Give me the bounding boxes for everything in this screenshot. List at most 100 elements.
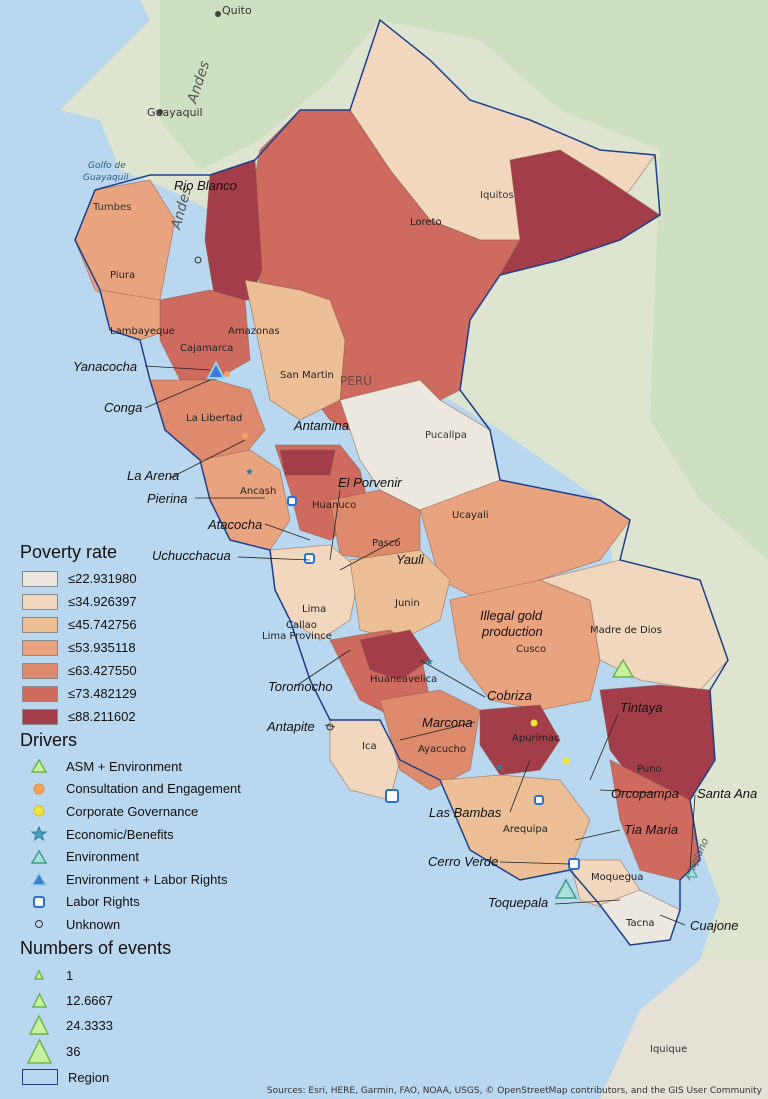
event-legend-row: 24.3333: [14, 1013, 274, 1038]
governance-circle-icon: [530, 719, 538, 727]
poverty-legend-row: ≤45.742756: [14, 613, 274, 636]
poverty-legend-label: ≤53.935118: [68, 640, 136, 655]
dept-label: Puno: [637, 764, 662, 775]
gulf-label-1: Golfo de: [88, 161, 126, 171]
region-junin: [349, 549, 451, 641]
driver-legend-row: Environment: [14, 845, 274, 868]
peru-label: PERÚ: [340, 373, 372, 388]
city-label: Iquitos: [480, 190, 514, 201]
mine-label: Tintaya: [620, 700, 663, 715]
dept-label: Piura: [110, 270, 135, 281]
region-swatch: [22, 1069, 58, 1086]
city-marker: [157, 109, 163, 115]
triangle-blue-icon: [24, 870, 54, 888]
mine-label: Antamina: [293, 418, 349, 433]
driver-legend-label: ASM + Environment: [66, 758, 182, 774]
star-teal-icon: [24, 825, 54, 843]
economic-star-icon: ★: [495, 762, 504, 773]
driver-legend-row: Consultation and Engagement: [14, 778, 274, 801]
dept-label: Lima: [302, 604, 326, 615]
poverty-legend-label: ≤22.931980: [68, 571, 137, 586]
regions-layer: [74, 19, 729, 946]
consultation-circle-icon: [242, 433, 248, 439]
mine-label: Toromocho: [268, 679, 333, 694]
dept-label: Cajamarca: [180, 343, 233, 354]
gulf-label-2: Guayaquil: [83, 173, 129, 183]
poverty-legend-row: ≤22.931980: [14, 567, 274, 590]
event-legend-row: 1: [14, 963, 274, 988]
event-markers: ★ ★ ★: [194, 256, 698, 899]
driver-legend-row: Economic/Benefits: [14, 823, 274, 846]
mine-label: Toquepala: [488, 895, 548, 910]
event-legend-row: 36: [14, 1038, 274, 1066]
department-labels: Loreto Piura Lambayeque Amazonas Cajamar…: [110, 217, 662, 929]
mine-label: Tia Maria: [624, 822, 678, 837]
circle-hollow-icon: [24, 915, 54, 933]
mine-label: Las Bambas: [429, 805, 502, 820]
dept-label: Pasco: [372, 538, 401, 549]
dept-label: Ayacucho: [418, 744, 466, 755]
poverty-legend-row: ≤53.935118: [14, 636, 274, 659]
mine-label: Uchucchacua: [152, 548, 231, 563]
driver-legend-label: Environment + Labor Rights: [66, 871, 228, 887]
dept-label: Madre de Dios: [590, 625, 662, 636]
dept-label: Moquegua: [591, 872, 643, 883]
event-legend-label: 24.3333: [66, 1017, 113, 1033]
poverty-legend-label: ≤73.482129: [68, 686, 137, 701]
circle-orange-icon: [24, 780, 54, 798]
environment-triangle-icon: [686, 866, 698, 878]
triangle-teal-icon: [24, 848, 54, 866]
mine-label: Pierina: [147, 491, 187, 506]
dept-label: Lambayeque: [110, 326, 175, 337]
driver-legend-label: Corporate Governance: [66, 803, 199, 819]
driver-legend-label: Environment: [66, 849, 139, 865]
mine-label: Antapite: [266, 719, 315, 734]
poverty-legend-label: ≤63.427550: [68, 663, 137, 678]
dept-label: Apurimac: [512, 733, 560, 744]
driver-legend-row: Corporate Governance: [14, 800, 274, 823]
events-legend-title: Numbers of events: [20, 937, 172, 958]
dept-label: Lima Province: [262, 631, 332, 642]
driver-legend-row: Unknown: [14, 913, 274, 936]
mine-label: El Porvenir: [338, 475, 402, 490]
mine-label: Orcopampa: [611, 786, 679, 801]
drivers-legend: ASM + Environment Consultation and Engage…: [14, 755, 274, 936]
mine-labels: Rio Blanco Yanacocha Conga Antamina La A…: [73, 178, 757, 933]
mine-label: Marcona: [422, 715, 473, 730]
driver-legend-row: Labor Rights: [14, 891, 274, 914]
poverty-swatch: [22, 570, 58, 587]
dept-label: La Libertad: [186, 413, 242, 424]
poverty-legend-label: ≤34.926397: [68, 594, 137, 609]
poverty-swatch: [22, 593, 58, 610]
governance-circle-icon: [562, 757, 570, 765]
poverty-legend-row: ≤34.926397: [14, 590, 274, 613]
region-legend-label: Region: [68, 1069, 110, 1085]
city-label: Iquique: [650, 1044, 687, 1055]
event-legend-label: 12.6667: [66, 992, 113, 1008]
driver-legend-row: Environment + Labor Rights: [14, 868, 274, 891]
poverty-swatch: [22, 708, 58, 725]
dept-label: Amazonas: [228, 326, 280, 337]
region-legend-row: Region: [14, 1066, 274, 1089]
legend: Poverty rate ≤22.931980 ≤34.926397 ≤45.742…: [14, 540, 274, 1089]
labor-square-icon: [534, 795, 544, 805]
labor-square-icon: [287, 496, 297, 506]
chile-bolivia-land: [600, 960, 768, 1099]
poverty-legend-row: ≤63.427550: [14, 659, 274, 682]
dept-label: Huanuco: [312, 500, 356, 511]
event-size-triangle-icon: [24, 991, 54, 1009]
city-label: Tumbes: [92, 202, 131, 213]
mine-label: Yanacocha: [73, 359, 137, 374]
poverty-swatch: [22, 639, 58, 656]
drivers-legend-title: Drivers: [20, 730, 77, 750]
driver-legend-row: ASM + Environment: [14, 755, 274, 778]
labor-square-icon: [568, 858, 580, 870]
dept-label: Arequipa: [503, 824, 548, 835]
poverty-swatch: [22, 685, 58, 702]
city-label: Quito: [222, 4, 252, 17]
dept-label: Cusco: [516, 644, 546, 655]
triangle-green-icon: [24, 757, 54, 775]
region-apurimac: [479, 704, 561, 776]
poverty-swatch: [22, 616, 58, 633]
